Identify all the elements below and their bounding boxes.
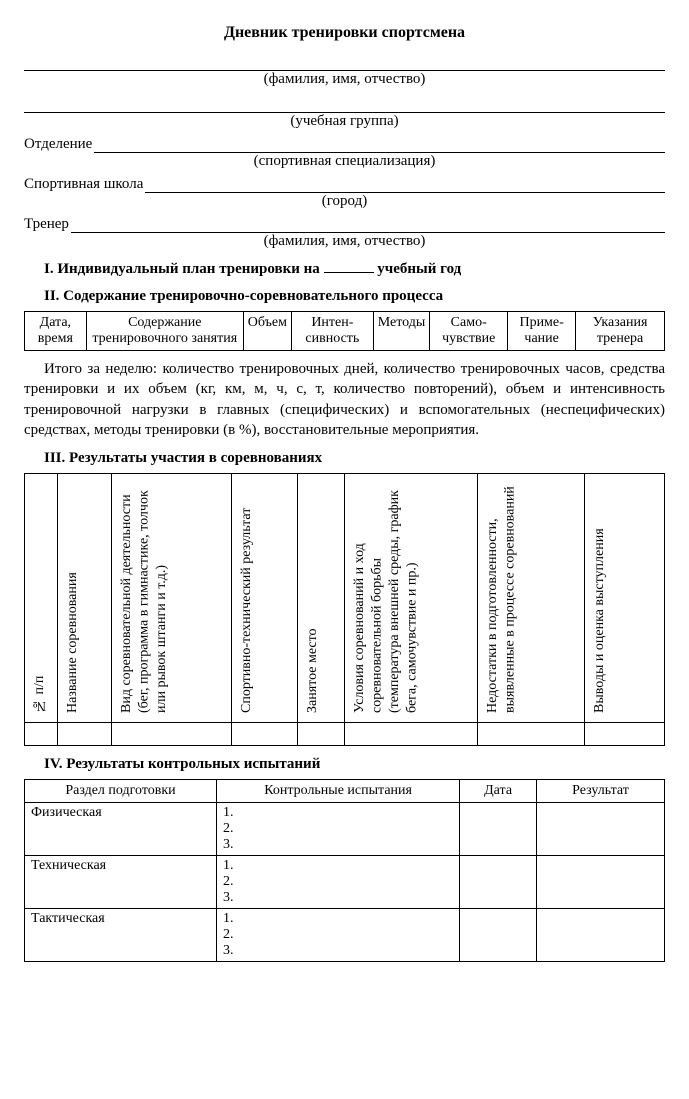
- group-caption: (учебная группа): [24, 113, 665, 130]
- col-intensity: Интен­сивность: [292, 312, 374, 351]
- date-cell[interactable]: [460, 803, 537, 856]
- control-tests-table: Раздел подготовки Контрольные испытания …: [24, 779, 665, 962]
- spec-caption: (спортивная специализация): [24, 153, 665, 170]
- col-conclusions: Выводы и оценка выступления: [589, 477, 611, 719]
- col-content: Содержание тренировоч­ного занятия: [86, 312, 243, 351]
- col-result: Результат: [536, 780, 664, 803]
- school-row: Спортивная школа: [24, 176, 665, 193]
- section-1-prefix: I. Индивидуальный план тренировки на: [44, 261, 320, 277]
- coach-row: Тренер: [24, 216, 665, 233]
- fio-caption: (фамилия, имя, отчество): [24, 71, 665, 88]
- weekly-summary-text: Итого за неделю: количество тренировочны…: [24, 359, 665, 440]
- fio-line[interactable]: [24, 52, 665, 71]
- col-methods: Методы: [373, 312, 430, 351]
- coach-fio-caption: (фамилия, имя, отчество): [24, 233, 665, 250]
- section-3-heading: III. Результаты участия в соревнованиях: [24, 450, 665, 467]
- result-cell[interactable]: [536, 856, 664, 909]
- tests-cell[interactable]: 1. 2. 3.: [217, 909, 460, 962]
- table-row: Раздел подготовки Контрольные испытания …: [25, 780, 665, 803]
- table-row: Дата, время Содержание тренировоч­ного з…: [25, 312, 665, 351]
- col-prep-section: Раздел подготовки: [25, 780, 217, 803]
- result-cell[interactable]: [536, 803, 664, 856]
- col-shortcomings: Недостатки в подготовленности, выявленны…: [482, 477, 521, 719]
- col-note: Приме­чание: [508, 312, 576, 351]
- year-blank[interactable]: [324, 260, 374, 273]
- competition-results-table: № п/п Название соревнования Вид соревнов…: [24, 473, 665, 746]
- col-tests: Контрольные испытания: [217, 780, 460, 803]
- col-conditions: Условия соревнований и ход соревнователь…: [349, 477, 423, 719]
- col-wellbeing: Само­чувствие: [430, 312, 508, 351]
- section-1-heading: I. Индивидуальный план тренировки на уче…: [24, 260, 665, 278]
- col-volume: Объем: [243, 312, 291, 351]
- department-input[interactable]: [94, 136, 665, 153]
- table-row: № п/п Название соревнования Вид соревнов…: [25, 474, 665, 723]
- table-row[interactable]: Техническая 1. 2. 3.: [25, 856, 665, 909]
- coach-input[interactable]: [71, 216, 665, 233]
- result-cell[interactable]: [536, 909, 664, 962]
- page-title: Дневник тренировки спортсмена: [24, 24, 665, 42]
- department-label: Отделение: [24, 136, 94, 153]
- col-date: Дата, время: [25, 312, 87, 351]
- col-place: Занятое место: [302, 477, 324, 719]
- table-row[interactable]: Тактическая 1. 2. 3.: [25, 909, 665, 962]
- col-competition-name: Название соревнования: [62, 477, 84, 719]
- city-caption: (город): [24, 193, 665, 210]
- tests-cell[interactable]: 1. 2. 3.: [217, 856, 460, 909]
- col-date: Дата: [460, 780, 537, 803]
- coach-label: Тренер: [24, 216, 71, 233]
- section-1-suffix: учебный год: [377, 261, 461, 277]
- section-cell: Тактическая: [25, 909, 217, 962]
- date-cell[interactable]: [460, 909, 537, 962]
- section-2-heading: II. Содержание тренировочно-соревновател…: [24, 288, 665, 305]
- department-row: Отделение: [24, 136, 665, 153]
- training-content-table: Дата, время Содержание тренировоч­ного з…: [24, 311, 665, 351]
- col-result: Спортивно-технический результат: [236, 477, 258, 719]
- table-row[interactable]: [25, 723, 665, 746]
- section-cell: Техническая: [25, 856, 217, 909]
- tests-cell[interactable]: 1. 2. 3.: [217, 803, 460, 856]
- col-activity-type: Вид соревновательной деятельности (бег, …: [116, 477, 173, 719]
- col-number: № п/п: [29, 477, 51, 719]
- table-row[interactable]: Физическая 1. 2. 3.: [25, 803, 665, 856]
- group-line[interactable]: [24, 94, 665, 113]
- section-cell: Физическая: [25, 803, 217, 856]
- school-input[interactable]: [145, 176, 665, 193]
- col-coach-instructions: Указания тренера: [576, 312, 665, 351]
- section-4-heading: IV. Результаты контрольных испытаний: [24, 756, 665, 773]
- date-cell[interactable]: [460, 856, 537, 909]
- school-label: Спортивная школа: [24, 176, 145, 193]
